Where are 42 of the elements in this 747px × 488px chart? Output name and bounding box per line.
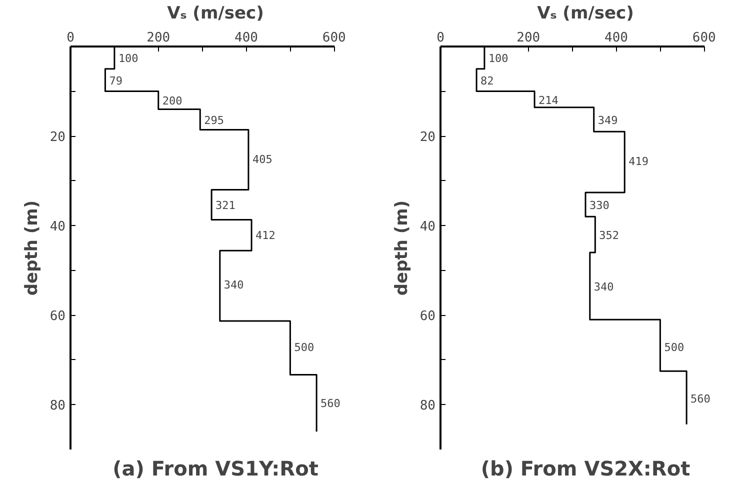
annotation: 352 [599,229,620,242]
annotation: 560 [690,392,710,406]
x-tick-label: 600 [322,30,346,46]
x-tick-label: 400 [234,30,258,46]
x-tick-label: 0 [436,30,444,46]
y-tick-label: 60 [420,309,436,324]
text: (b) From VS2X:Rot [480,456,691,480]
x-axis-title: Vₛ (m/sec) [537,4,634,24]
annotation: 500 [664,341,684,354]
annotation: 100 [118,52,138,66]
annotation: 419 [628,155,648,168]
x-tick-label: 0 [66,30,74,46]
annotation: 340 [594,280,614,294]
y-tick-label: 40 [50,220,66,235]
annotation: 405 [252,152,272,166]
annotation: 412 [256,229,276,242]
annotation: 560 [320,396,340,410]
annotation: 349 [598,114,618,127]
annotation: 82 [480,74,494,88]
y-tick-label: 20 [420,130,436,146]
annotation: 295 [204,114,224,127]
text: (a) From VS1Y:Rot [112,456,319,480]
x-axis-title: Vₛ (m/sec) [167,4,264,24]
x-tick-label: 200 [146,30,170,46]
annotation: 100 [488,52,508,66]
y-tick-label: 20 [50,130,66,146]
y-tick-label: 40 [420,220,436,235]
x-tick-label: 400 [604,30,628,46]
y-axis-title: depth (m) [22,200,42,296]
y-tick-label: 80 [420,398,436,414]
annotation: 200 [162,94,182,108]
annotation: 500 [294,341,314,354]
annotation: 321 [216,199,236,212]
x-tick-label: 600 [692,30,716,46]
annotation: 340 [224,278,244,292]
x-tick-label: 200 [516,30,540,46]
annotation: 214 [538,94,559,107]
annotation: 79 [109,74,122,88]
y-axis-title: depth (m) [392,200,412,296]
y-tick-label: 60 [50,309,66,324]
y-tick-label: 80 [50,398,66,414]
annotation: 330 [590,199,610,212]
